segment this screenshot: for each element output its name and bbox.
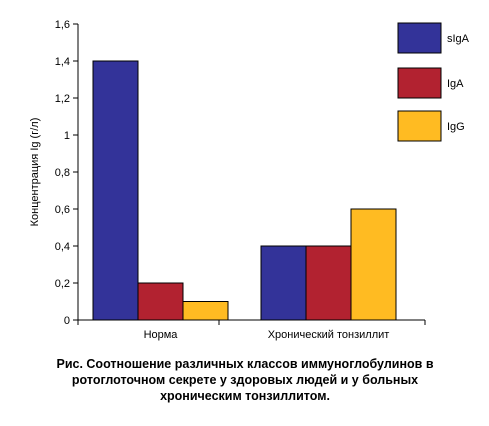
caption-line-1: Рис. Соотношение различных классов иммун… — [56, 357, 434, 371]
legend-label-iga: IgA — [447, 78, 464, 90]
legend-label-siga: sIgA — [447, 33, 470, 45]
y-tick-label: 1,4 — [55, 56, 70, 68]
caption-line-2: ротоглоточном секрете у здоровых людей и… — [71, 373, 419, 387]
chart-legend: sIgA IgA IgG — [397, 22, 470, 142]
bar-iga-1 — [137, 282, 184, 321]
y-tick-label: 0,4 — [55, 241, 70, 253]
caption-line-3: хроническим тонзиллитом. — [160, 389, 330, 403]
y-tick-label: 1,2 — [55, 93, 70, 105]
legend-swatch-igg — [397, 110, 442, 142]
bar-igg-2 — [350, 208, 397, 321]
y-tick-label: 1,6 — [55, 19, 70, 31]
x-category-label: Норма — [144, 329, 179, 341]
y-tick-label: 0,6 — [55, 204, 70, 216]
bar-chart: 0 0,2 0,4 0,6 0,8 1 1,2 1,4 1,6 Концентрация Ig (… — [29, 19, 470, 341]
bar-iga-2 — [305, 245, 352, 321]
legend-label-igg: IgG — [447, 121, 465, 133]
y-tick-label: 0,2 — [55, 278, 70, 290]
legend-swatch-siga — [397, 22, 442, 54]
y-tick-label: 0 — [64, 315, 70, 327]
y-tick-label: 1 — [64, 130, 70, 142]
bar-siga-2 — [260, 245, 307, 321]
bar-siga-1 — [92, 60, 139, 321]
x-category-label: Хронический тонзиллит — [268, 329, 390, 341]
legend-swatch-iga — [397, 67, 442, 99]
chart-bars — [92, 60, 397, 321]
bar-igg-1 — [182, 301, 229, 321]
y-tick-label: 0,8 — [55, 167, 70, 179]
chart-axes: 0 0,2 0,4 0,6 0,8 1 1,2 1,4 1,6 Концентрация Ig (… — [29, 19, 426, 341]
figure-caption: Рис. Соотношение различных классов иммун… — [10, 356, 480, 404]
y-axis-title: Концентрация Ig (г/л) — [29, 118, 41, 227]
